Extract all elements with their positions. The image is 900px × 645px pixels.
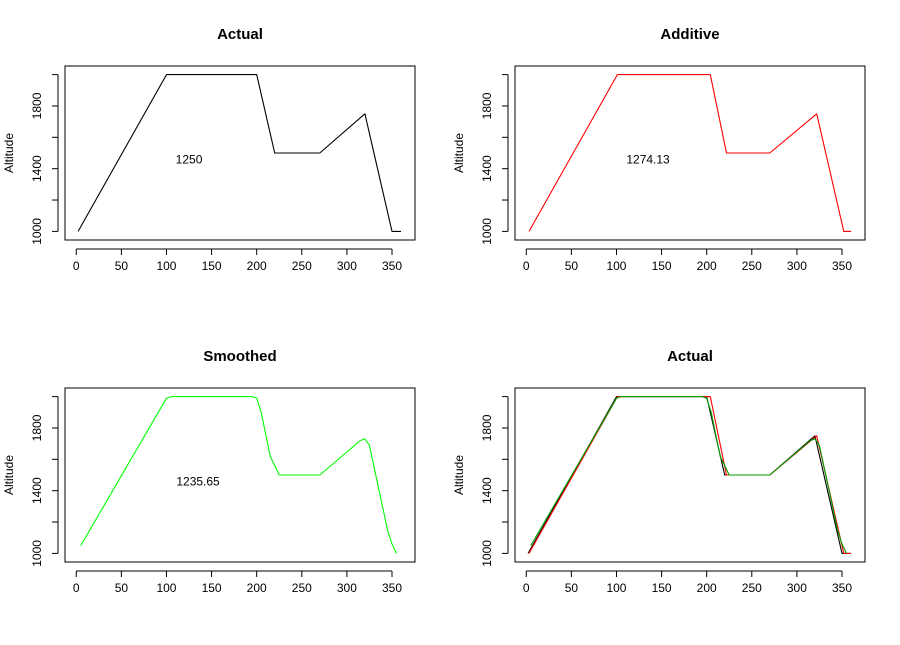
x-tick-label: 250 [742,259,762,273]
chart-title: Smoothed [203,348,276,365]
x-tick-label: 50 [565,581,579,595]
series-line-additive [528,74,851,232]
y-axis-label: Altitude [2,133,16,173]
chart-annotation: 1235.65 [176,474,220,488]
chart-panel-2: Additive 0 50 100 150 200 250 300 350 1000 1400 180… [452,26,866,273]
chart-panel-4: Actual 0 50 100 150 200 250 300 350 1000 1400 1800 A… [452,348,866,595]
x-tick-label: 350 [832,259,852,273]
plot-frame [64,65,416,241]
x-tick-label: 300 [337,259,357,273]
x-tick-label: 50 [565,259,579,273]
y-tick-label: 1800 [30,414,44,441]
x-tick-label: 150 [652,581,672,595]
x-tick-label: 150 [652,259,672,273]
chart-title: Actual [217,26,263,43]
x-tick-label: 300 [787,581,807,595]
x-tick-label: 250 [292,259,312,273]
series-line-smoothed [530,396,847,554]
plot-frame [514,65,866,241]
y-axis-label: Altitude [452,133,466,173]
x-tick-label: 0 [73,581,80,595]
plot-frame [514,387,866,563]
x-tick-label: 0 [523,259,530,273]
chart-title: Actual [667,348,713,365]
x-tick-label: 150 [202,581,222,595]
x-tick-label: 50 [115,259,129,273]
x-tick-label: 350 [382,581,402,595]
x-tick-label: 0 [73,259,80,273]
y-tick-label: 1800 [480,414,494,441]
y-tick-label: 1000 [30,540,44,567]
x-tick-label: 200 [697,581,717,595]
series-line-smoothed [80,396,397,554]
x-tick-label: 0 [523,581,530,595]
chart-panel-1: Actual 0 50 100 150 200 250 300 350 1000 1400 1800 A… [2,26,416,273]
chart-panel-3: Smoothed 0 50 100 150 200 250 300 350 1000 1400 180… [2,348,416,595]
series-line-actual [77,74,401,232]
y-tick-label: 1000 [480,218,494,245]
x-tick-label: 200 [247,259,267,273]
y-axis-label: Altitude [2,455,16,495]
x-tick-label: 100 [156,259,176,273]
x-tick-label: 300 [787,259,807,273]
x-tick-label: 350 [382,259,402,273]
x-tick-label: 50 [115,581,129,595]
chart-annotation: 1274.13 [626,152,670,166]
series-line-additive [528,396,851,554]
x-tick-label: 250 [292,581,312,595]
y-tick-label: 1000 [480,540,494,567]
y-tick-label: 1400 [480,477,494,504]
x-tick-label: 100 [606,581,626,595]
x-tick-label: 350 [832,581,852,595]
chart-annotation: 1250 [176,152,203,166]
x-tick-label: 200 [697,259,717,273]
y-tick-label: 1000 [30,218,44,245]
y-tick-label: 1400 [480,155,494,182]
x-tick-label: 100 [606,259,626,273]
series-line-actual [527,396,851,554]
y-tick-label: 1800 [480,92,494,119]
x-tick-label: 250 [742,581,762,595]
chart-title: Additive [660,26,719,43]
x-tick-label: 100 [156,581,176,595]
y-tick-label: 1800 [30,92,44,119]
x-tick-label: 150 [202,259,222,273]
y-tick-label: 1400 [30,155,44,182]
plot-frame [64,387,416,563]
x-tick-label: 200 [247,581,267,595]
y-axis-label: Altitude [452,455,466,495]
x-tick-label: 300 [337,581,357,595]
y-tick-label: 1400 [30,477,44,504]
